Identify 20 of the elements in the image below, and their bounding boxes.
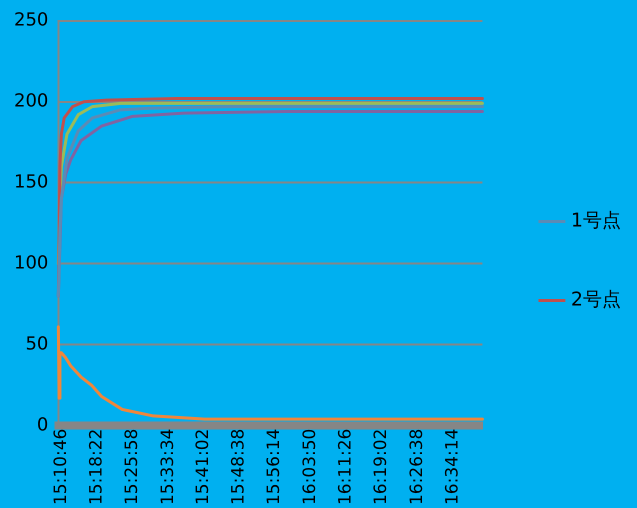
y-tick-label: 150 bbox=[14, 171, 48, 192]
legend-label: 2号点 bbox=[570, 288, 622, 310]
x-tick-label: 16:26:38 bbox=[406, 428, 427, 506]
x-tick-label: 16:11:26 bbox=[336, 428, 356, 506]
x-tick-label: 15:10:46 bbox=[50, 428, 71, 506]
x-tick-label: 15:25:58 bbox=[122, 428, 142, 506]
x-tick-label: 15:41:02 bbox=[192, 428, 213, 506]
x-tick-label: 15:48:38 bbox=[228, 428, 249, 506]
y-tick-label: 0 bbox=[36, 414, 48, 436]
x-tick-label: 15:56:14 bbox=[264, 428, 284, 506]
x-tick-label: 15:18:22 bbox=[86, 428, 106, 506]
x-tick-label: 15:33:34 bbox=[158, 428, 178, 506]
y-tick-label: 250 bbox=[14, 9, 48, 30]
y-tick-label: 200 bbox=[14, 90, 48, 112]
x-tick-label: 16:34:14 bbox=[442, 428, 463, 506]
x-tick-label: 16:19:02 bbox=[371, 428, 392, 506]
x-tick-label: 16:03:50 bbox=[300, 428, 320, 506]
y-tick-label: 50 bbox=[25, 333, 48, 354]
y-tick-label: 100 bbox=[14, 252, 48, 274]
legend-label: 1号点 bbox=[570, 209, 622, 232]
